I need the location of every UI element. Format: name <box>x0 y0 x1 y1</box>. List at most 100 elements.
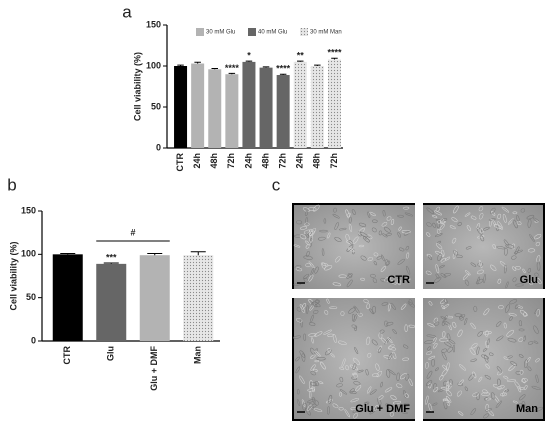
cell <box>309 238 313 248</box>
cell <box>396 372 400 382</box>
cell <box>514 304 519 309</box>
micrograph-label: Man <box>516 403 538 415</box>
cell <box>380 278 387 283</box>
cell <box>534 272 539 277</box>
cell <box>401 411 408 414</box>
cell <box>449 225 456 230</box>
error-bar <box>228 72 236 75</box>
x-tick-label: CTR <box>62 346 72 365</box>
cell <box>387 303 391 312</box>
cell <box>312 396 316 404</box>
cell <box>454 313 463 318</box>
cell <box>311 300 320 306</box>
cell <box>485 408 492 412</box>
cell <box>365 336 371 346</box>
cell <box>527 248 536 253</box>
cell <box>319 229 328 233</box>
cell <box>514 381 521 389</box>
cell <box>381 222 388 227</box>
cell <box>453 205 459 214</box>
cell <box>309 381 318 386</box>
cell <box>344 409 350 418</box>
cell <box>307 398 316 403</box>
cell <box>302 273 310 280</box>
bar <box>139 255 170 341</box>
cell <box>352 236 359 244</box>
micrograph-label: CTR <box>387 274 410 286</box>
cell <box>392 329 397 335</box>
bar <box>96 263 127 341</box>
significance: * <box>247 50 251 60</box>
cell <box>442 398 448 401</box>
cell <box>457 382 464 387</box>
cell <box>482 331 492 335</box>
cell <box>359 231 368 238</box>
cell <box>345 233 350 241</box>
cell <box>428 355 436 360</box>
bar <box>242 61 256 148</box>
cell <box>434 233 443 237</box>
cell <box>433 317 438 323</box>
cell <box>503 375 509 380</box>
cell <box>478 206 484 212</box>
cell <box>337 340 347 346</box>
cell <box>299 375 305 384</box>
cell <box>324 265 333 271</box>
cell <box>349 388 355 394</box>
cell <box>484 374 491 380</box>
cell <box>354 326 357 332</box>
cell <box>536 277 542 285</box>
cell <box>504 389 509 393</box>
cell <box>372 406 376 413</box>
cell <box>535 374 539 383</box>
cell <box>442 320 450 326</box>
cell <box>425 395 429 405</box>
cell <box>367 211 371 218</box>
cell <box>381 254 385 262</box>
cell <box>333 207 337 213</box>
cell <box>305 263 312 268</box>
cell <box>505 244 515 249</box>
panel-label: a <box>122 2 132 21</box>
micrograph-label: Glu <box>520 274 538 286</box>
cell <box>441 368 448 377</box>
cell <box>433 276 442 283</box>
cell <box>533 234 542 240</box>
cell <box>366 303 370 310</box>
y-tick-label: 150 <box>146 19 161 29</box>
cell <box>312 386 315 393</box>
cell <box>396 278 402 286</box>
significance: *** <box>106 252 117 262</box>
cell <box>327 406 330 415</box>
cell <box>314 348 318 354</box>
cell <box>304 210 309 216</box>
error-bar <box>245 60 253 62</box>
cell <box>339 391 342 397</box>
cell <box>351 209 356 215</box>
cell <box>512 266 517 271</box>
cell <box>523 335 526 342</box>
error-bar <box>262 66 270 68</box>
cell <box>442 303 450 310</box>
cell <box>441 218 448 222</box>
x-tick-label: 48h <box>312 153 322 169</box>
cell <box>446 381 451 387</box>
cell <box>367 386 372 394</box>
cell <box>296 318 303 323</box>
cell <box>518 328 525 332</box>
cell <box>305 217 309 225</box>
cell <box>353 412 358 419</box>
cell <box>451 217 458 223</box>
cell <box>312 204 320 212</box>
cell <box>518 337 524 342</box>
cell <box>318 381 324 384</box>
bar <box>225 74 239 148</box>
cell <box>435 273 440 279</box>
bar <box>293 61 307 148</box>
cell <box>432 383 437 390</box>
cell <box>490 264 497 271</box>
cell <box>456 390 462 397</box>
cell <box>408 299 413 305</box>
cell <box>370 273 376 278</box>
